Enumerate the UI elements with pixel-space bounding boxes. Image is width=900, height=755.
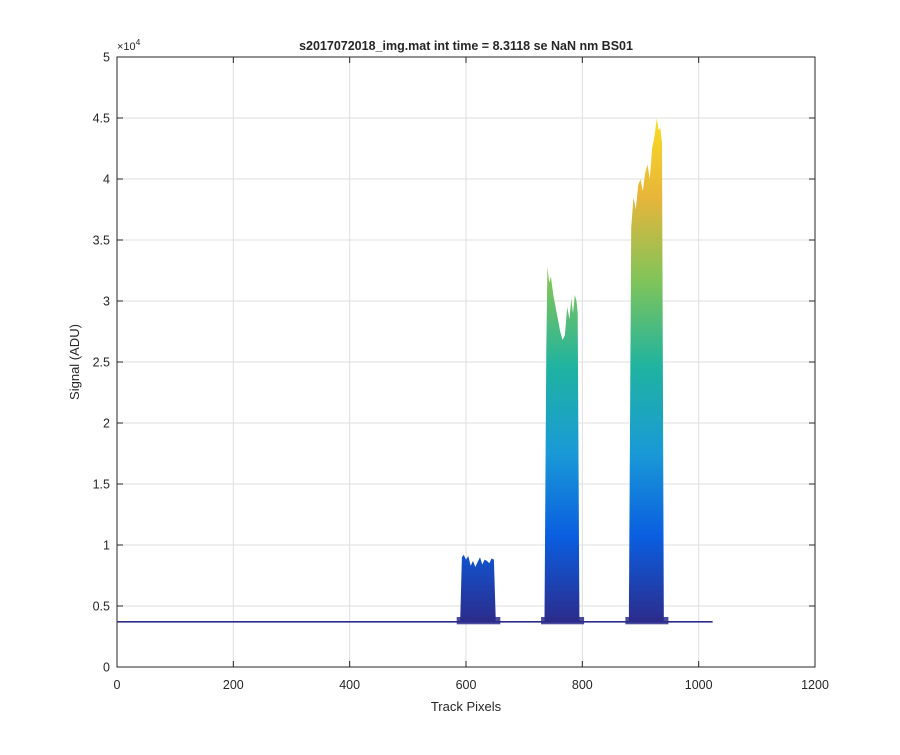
y-tick-label: 0.5: [93, 600, 110, 614]
x-tick-label: 200: [223, 678, 244, 692]
y-tick-label: 0: [103, 661, 110, 675]
y-tick-label: 5: [103, 51, 110, 65]
signal-peak-foot: [541, 616, 585, 625]
x-tick-label: 0: [114, 678, 121, 692]
y-tick-label: 2.5: [93, 356, 110, 370]
x-tick-label: 400: [339, 678, 360, 692]
y-axis-label: Signal (ADU): [67, 324, 82, 400]
signal-peak-1: [460, 554, 496, 622]
chart-title: s2017072018_img.mat int time = 8.3118 se…: [299, 39, 633, 53]
x-axis-label: Track Pixels: [431, 699, 502, 714]
y-exponent-base: ×10: [117, 41, 136, 53]
x-tick-label: 800: [572, 678, 593, 692]
y-exponent-power: 4: [136, 37, 141, 47]
y-axis: 0 0.5 1 1.5 2 2.5 3 3.5 4 4.5 5: [93, 51, 815, 675]
y-tick-label: 3: [103, 295, 110, 309]
signal-peak-2: [544, 266, 580, 622]
x-tick-label: 1000: [685, 678, 713, 692]
y-exponent-label: ×104: [117, 37, 141, 53]
signal-peak-3: [628, 118, 664, 622]
x-tick-label: 600: [456, 678, 477, 692]
y-tick-label: 1: [103, 539, 110, 553]
y-tick-label: 1.5: [93, 478, 110, 492]
signal-peak-foot: [456, 616, 501, 625]
y-tick-label: 2: [103, 417, 110, 431]
signal-peak-foot: [625, 616, 669, 625]
y-tick-label: 4.5: [93, 112, 110, 126]
x-tick-label: 1200: [801, 678, 829, 692]
y-tick-label: 4: [103, 173, 110, 187]
x-axis: 0 200 400 600 800 1000 1200: [114, 57, 829, 692]
grid: [117, 57, 815, 667]
data-layer: [117, 118, 713, 625]
y-tick-label: 3.5: [93, 234, 110, 248]
